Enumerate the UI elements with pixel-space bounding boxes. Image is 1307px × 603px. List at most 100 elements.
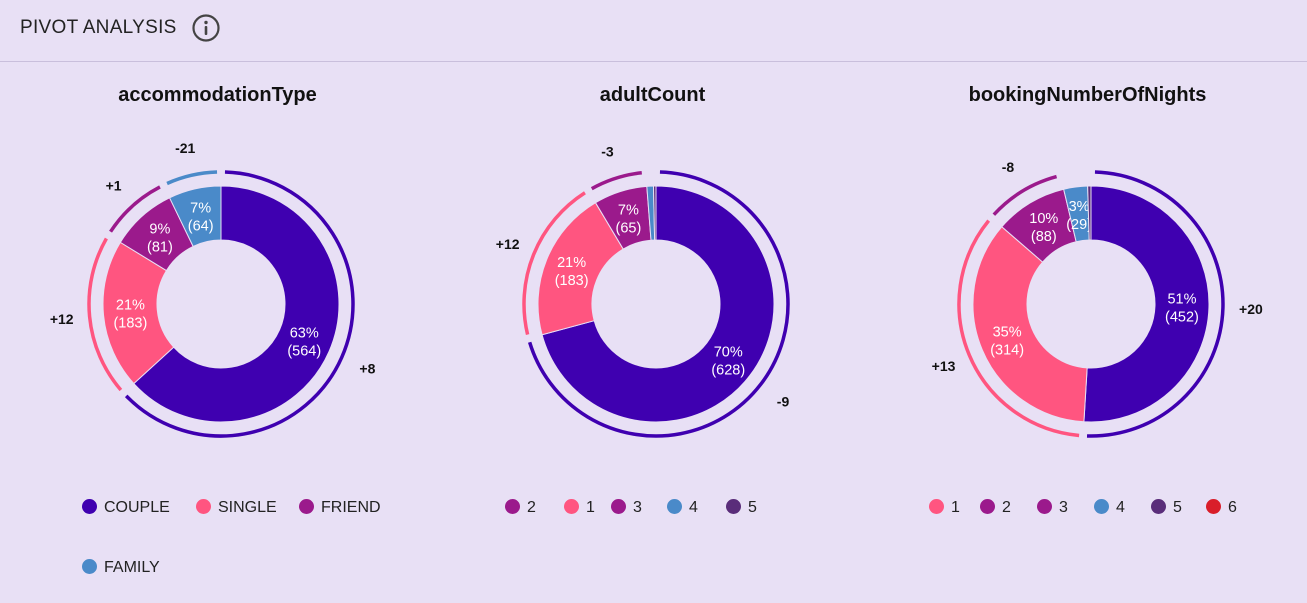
page-title: PIVOT ANALYSIS — [20, 17, 177, 38]
legend-dot-icon — [1151, 499, 1166, 514]
donut-chart: +8 63% (564) +12 21% (183) +1 9% (81) -21 7% (64) — [50, 140, 376, 438]
chart-legend: COUPLE SINGLE FRIEND FAMILY — [0, 498, 435, 598]
donut-slice-1[interactable] — [1083, 185, 1210, 423]
slice-percent-label: 7% — [190, 200, 211, 216]
donut-slice-5[interactable] — [652, 185, 657, 241]
delta-arc-3 — [992, 174, 1058, 216]
legend-item-5[interactable]: 5 — [1151, 498, 1182, 518]
slice-count-label: (564) — [287, 344, 321, 360]
slice-percent-label: 3% — [1069, 199, 1090, 215]
legend-label: 5 — [748, 499, 757, 516]
donut-slice-2[interactable] — [972, 226, 1088, 423]
legend-label: SINGLE — [218, 499, 277, 516]
delta-label-2: -9 — [777, 393, 790, 409]
donut-slice-family[interactable] — [168, 185, 222, 248]
slice-count-label: (64) — [188, 218, 214, 234]
legend-dot-icon — [1094, 499, 1109, 514]
legend-label: 1 — [586, 499, 595, 516]
delta-arc-friend — [109, 185, 161, 233]
legend-item-4[interactable]: 4 — [667, 498, 698, 518]
legend-label: 4 — [1116, 499, 1125, 516]
delta-label-single: +12 — [50, 311, 74, 327]
legend-item-2[interactable]: 2 — [505, 498, 536, 518]
legend-label: 2 — [1002, 499, 1011, 516]
legend-item-1[interactable]: 1 — [564, 498, 595, 518]
delta-arc-2 — [957, 219, 1080, 438]
delta-label-family: -21 — [175, 140, 195, 156]
slice-count-label: (452) — [1165, 310, 1199, 326]
legend-dot-icon — [82, 559, 97, 574]
slice-count-label: (314) — [990, 342, 1024, 358]
legend-item-friend[interactable]: FRIEND — [299, 498, 381, 518]
legend-dot-icon — [667, 499, 682, 514]
legend-label: FAMILY — [104, 559, 160, 576]
chart-legend: 2 1 3 4 5 — [435, 498, 870, 598]
legend-dot-icon — [611, 499, 626, 514]
legend-item-couple[interactable]: COUPLE — [82, 498, 170, 518]
legend-label: 2 — [527, 499, 536, 516]
legend-dot-icon — [980, 499, 995, 514]
donut-slice-couple[interactable] — [133, 185, 340, 423]
legend-item-6[interactable]: 6 — [1206, 498, 1237, 518]
legend-dot-icon — [726, 499, 741, 514]
slice-count-label: (183) — [113, 316, 147, 332]
slice-count-label: (81) — [147, 240, 173, 256]
chart-panel-accommodation-type: accommodationType +8 63% (564) +12 21% (183) +… — [0, 62, 435, 603]
chart-title: bookingNumberOfNights — [968, 84, 1207, 106]
legend-item-5[interactable]: 5 — [726, 498, 757, 518]
donut-slice-2[interactable] — [541, 185, 775, 423]
slice-percent-label: 51% — [1167, 292, 1196, 308]
legend-dot-icon — [505, 499, 520, 514]
info-circle-icon[interactable] — [191, 13, 221, 43]
legend-item-1[interactable]: 1 — [929, 498, 960, 518]
slice-count-label: (65) — [616, 220, 642, 236]
legend-dot-icon — [929, 499, 944, 514]
donut-chart: +20 51% (452) +13 35% (314) -8 10% (88) 3% (29) — [932, 159, 1263, 438]
slice-percent-label: 63% — [290, 326, 319, 342]
delta-label-1: +12 — [496, 236, 520, 252]
delta-arc-single — [87, 237, 123, 392]
legend-label: 1 — [951, 499, 960, 516]
chart-panel-adult-count: adultCount -9 70% (628) +12 21% (183) -3 7% (65)… — [435, 62, 870, 603]
legend-item-3[interactable]: 3 — [1037, 498, 1068, 518]
legend-label: COUPLE — [104, 499, 170, 516]
donut-chart: -9 70% (628) +12 21% (183) -3 7% (65) — [496, 144, 790, 438]
legend-dot-icon — [1206, 499, 1221, 514]
legend-dot-icon — [196, 499, 211, 514]
legend-label: 3 — [633, 499, 642, 516]
slice-count-label: (183) — [555, 273, 589, 289]
chart-title: accommodationType — [118, 84, 317, 106]
slice-count-label: (628) — [711, 362, 745, 378]
legend-item-single[interactable]: SINGLE — [196, 498, 277, 518]
delta-arc-2 — [527, 170, 790, 438]
slice-percent-label: 10% — [1029, 211, 1058, 227]
chart-panel-booking-number-of-nights: bookingNumberOfNights +20 51% (452) +13 35% (… — [870, 62, 1305, 603]
delta-label-3: -8 — [1002, 159, 1015, 175]
donut-slice-5[interactable] — [1087, 185, 1092, 241]
delta-arc-couple — [124, 170, 355, 438]
slice-count-label: (88) — [1031, 229, 1057, 245]
slice-percent-label: 21% — [116, 298, 145, 314]
delta-label-3: -3 — [601, 144, 614, 160]
legend-item-2[interactable]: 2 — [980, 498, 1011, 518]
legend-label: 6 — [1228, 499, 1237, 516]
delta-arc-1 — [1086, 170, 1225, 438]
legend-item-4[interactable]: 4 — [1094, 498, 1125, 518]
legend-dot-icon — [82, 499, 97, 514]
legend-label: 5 — [1173, 499, 1182, 516]
delta-label-friend: +1 — [106, 177, 122, 193]
delta-label-1: +20 — [1239, 301, 1263, 317]
legend-item-family[interactable]: FAMILY — [82, 558, 160, 578]
delta-label-2: +13 — [932, 358, 956, 374]
slice-percent-label: 9% — [149, 222, 170, 238]
legend-dot-icon — [299, 499, 314, 514]
chart-legend: 1 2 3 4 5 6 — [870, 498, 1305, 598]
legend-label: 3 — [1059, 499, 1068, 516]
chart-title: adultCount — [599, 84, 706, 106]
header: PIVOT ANALYSIS — [0, 0, 1307, 62]
legend-item-3[interactable]: 3 — [611, 498, 642, 518]
delta-arc-family — [166, 170, 218, 186]
legend-dot-icon — [1037, 499, 1052, 514]
slice-percent-label: 35% — [993, 324, 1022, 340]
legend-label: 4 — [689, 499, 698, 516]
